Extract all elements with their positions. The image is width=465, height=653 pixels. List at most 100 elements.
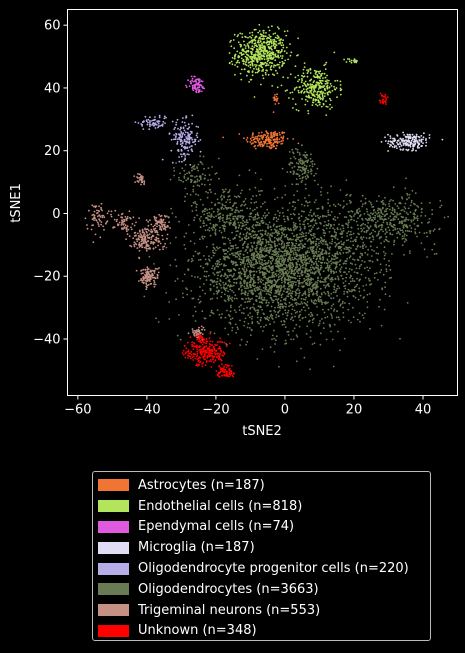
data-point [406, 302, 409, 304]
data-point [290, 259, 292, 262]
data-point [252, 276, 255, 279]
data-point [327, 277, 330, 279]
data-point [231, 231, 234, 234]
data-point [235, 247, 238, 249]
data-point [269, 139, 272, 142]
data-point [248, 327, 251, 329]
data-point [365, 237, 368, 239]
data-point [254, 172, 257, 174]
data-point [220, 274, 223, 276]
data-point [388, 200, 391, 203]
data-point [254, 71, 257, 74]
data-point [259, 58, 261, 61]
data-point [361, 254, 364, 257]
data-point [281, 64, 284, 66]
data-point [394, 203, 397, 205]
data-point [273, 56, 275, 58]
data-point [265, 55, 268, 58]
data-point [418, 146, 420, 149]
data-point [303, 258, 305, 261]
data-point [276, 229, 278, 232]
data-point [354, 296, 357, 299]
data-point [266, 226, 269, 229]
data-point [292, 258, 294, 261]
data-point [339, 93, 342, 96]
data-point [362, 236, 365, 239]
data-point [237, 55, 240, 57]
data-point [370, 255, 373, 257]
data-point [260, 65, 263, 68]
data-point [396, 135, 399, 137]
data-point [170, 138, 173, 141]
data-point [263, 41, 265, 43]
data-point [274, 289, 277, 292]
data-point [387, 240, 390, 243]
data-point [361, 194, 364, 197]
data-point [210, 257, 213, 259]
data-point [185, 86, 188, 88]
data-point [179, 136, 182, 138]
data-point [313, 300, 316, 302]
data-point [309, 287, 312, 290]
data-point [196, 87, 199, 89]
data-point [413, 202, 415, 205]
data-point [276, 138, 279, 141]
data-point [390, 224, 393, 227]
data-point [334, 234, 337, 237]
data-point [405, 148, 408, 151]
data-point [300, 236, 303, 238]
data-point [356, 224, 359, 227]
data-point [387, 142, 389, 145]
data-point [279, 212, 281, 214]
data-point [300, 254, 302, 257]
data-point [405, 139, 408, 142]
data-point [246, 282, 249, 284]
data-point [256, 316, 259, 319]
data-point [337, 330, 339, 333]
data-point [156, 120, 159, 123]
data-point [305, 234, 307, 237]
data-point [211, 207, 213, 210]
data-point [245, 58, 248, 61]
data-point [293, 269, 296, 272]
data-point [149, 125, 151, 128]
data-point [226, 198, 229, 201]
data-point [391, 253, 393, 255]
data-point [207, 191, 209, 194]
data-point [243, 282, 246, 285]
data-point [345, 248, 348, 251]
data-point [369, 245, 372, 248]
data-point [229, 310, 232, 313]
data-point [412, 213, 415, 215]
data-point [256, 212, 259, 215]
data-point [250, 317, 253, 320]
data-point [278, 214, 281, 217]
data-point [265, 240, 268, 243]
data-point [422, 142, 424, 145]
data-point [254, 54, 257, 56]
data-point [330, 242, 333, 245]
data-point [312, 247, 314, 250]
data-point [303, 220, 305, 223]
data-point [279, 55, 282, 57]
data-point [286, 253, 288, 256]
data-point [224, 204, 226, 207]
data-point [193, 75, 196, 78]
data-point [346, 235, 349, 237]
data-point [386, 223, 389, 226]
data-point [251, 136, 254, 139]
data-point [251, 245, 254, 248]
data-point [288, 252, 291, 254]
data-point [278, 290, 281, 293]
data-point [332, 278, 334, 281]
data-point [330, 185, 332, 188]
data-point [217, 265, 220, 268]
data-point [185, 136, 188, 138]
data-point [249, 307, 252, 310]
data-point [431, 213, 434, 216]
data-point [251, 31, 254, 34]
data-point [276, 34, 279, 37]
data-point [300, 297, 303, 300]
data-point [285, 235, 288, 238]
data-point [281, 281, 283, 284]
